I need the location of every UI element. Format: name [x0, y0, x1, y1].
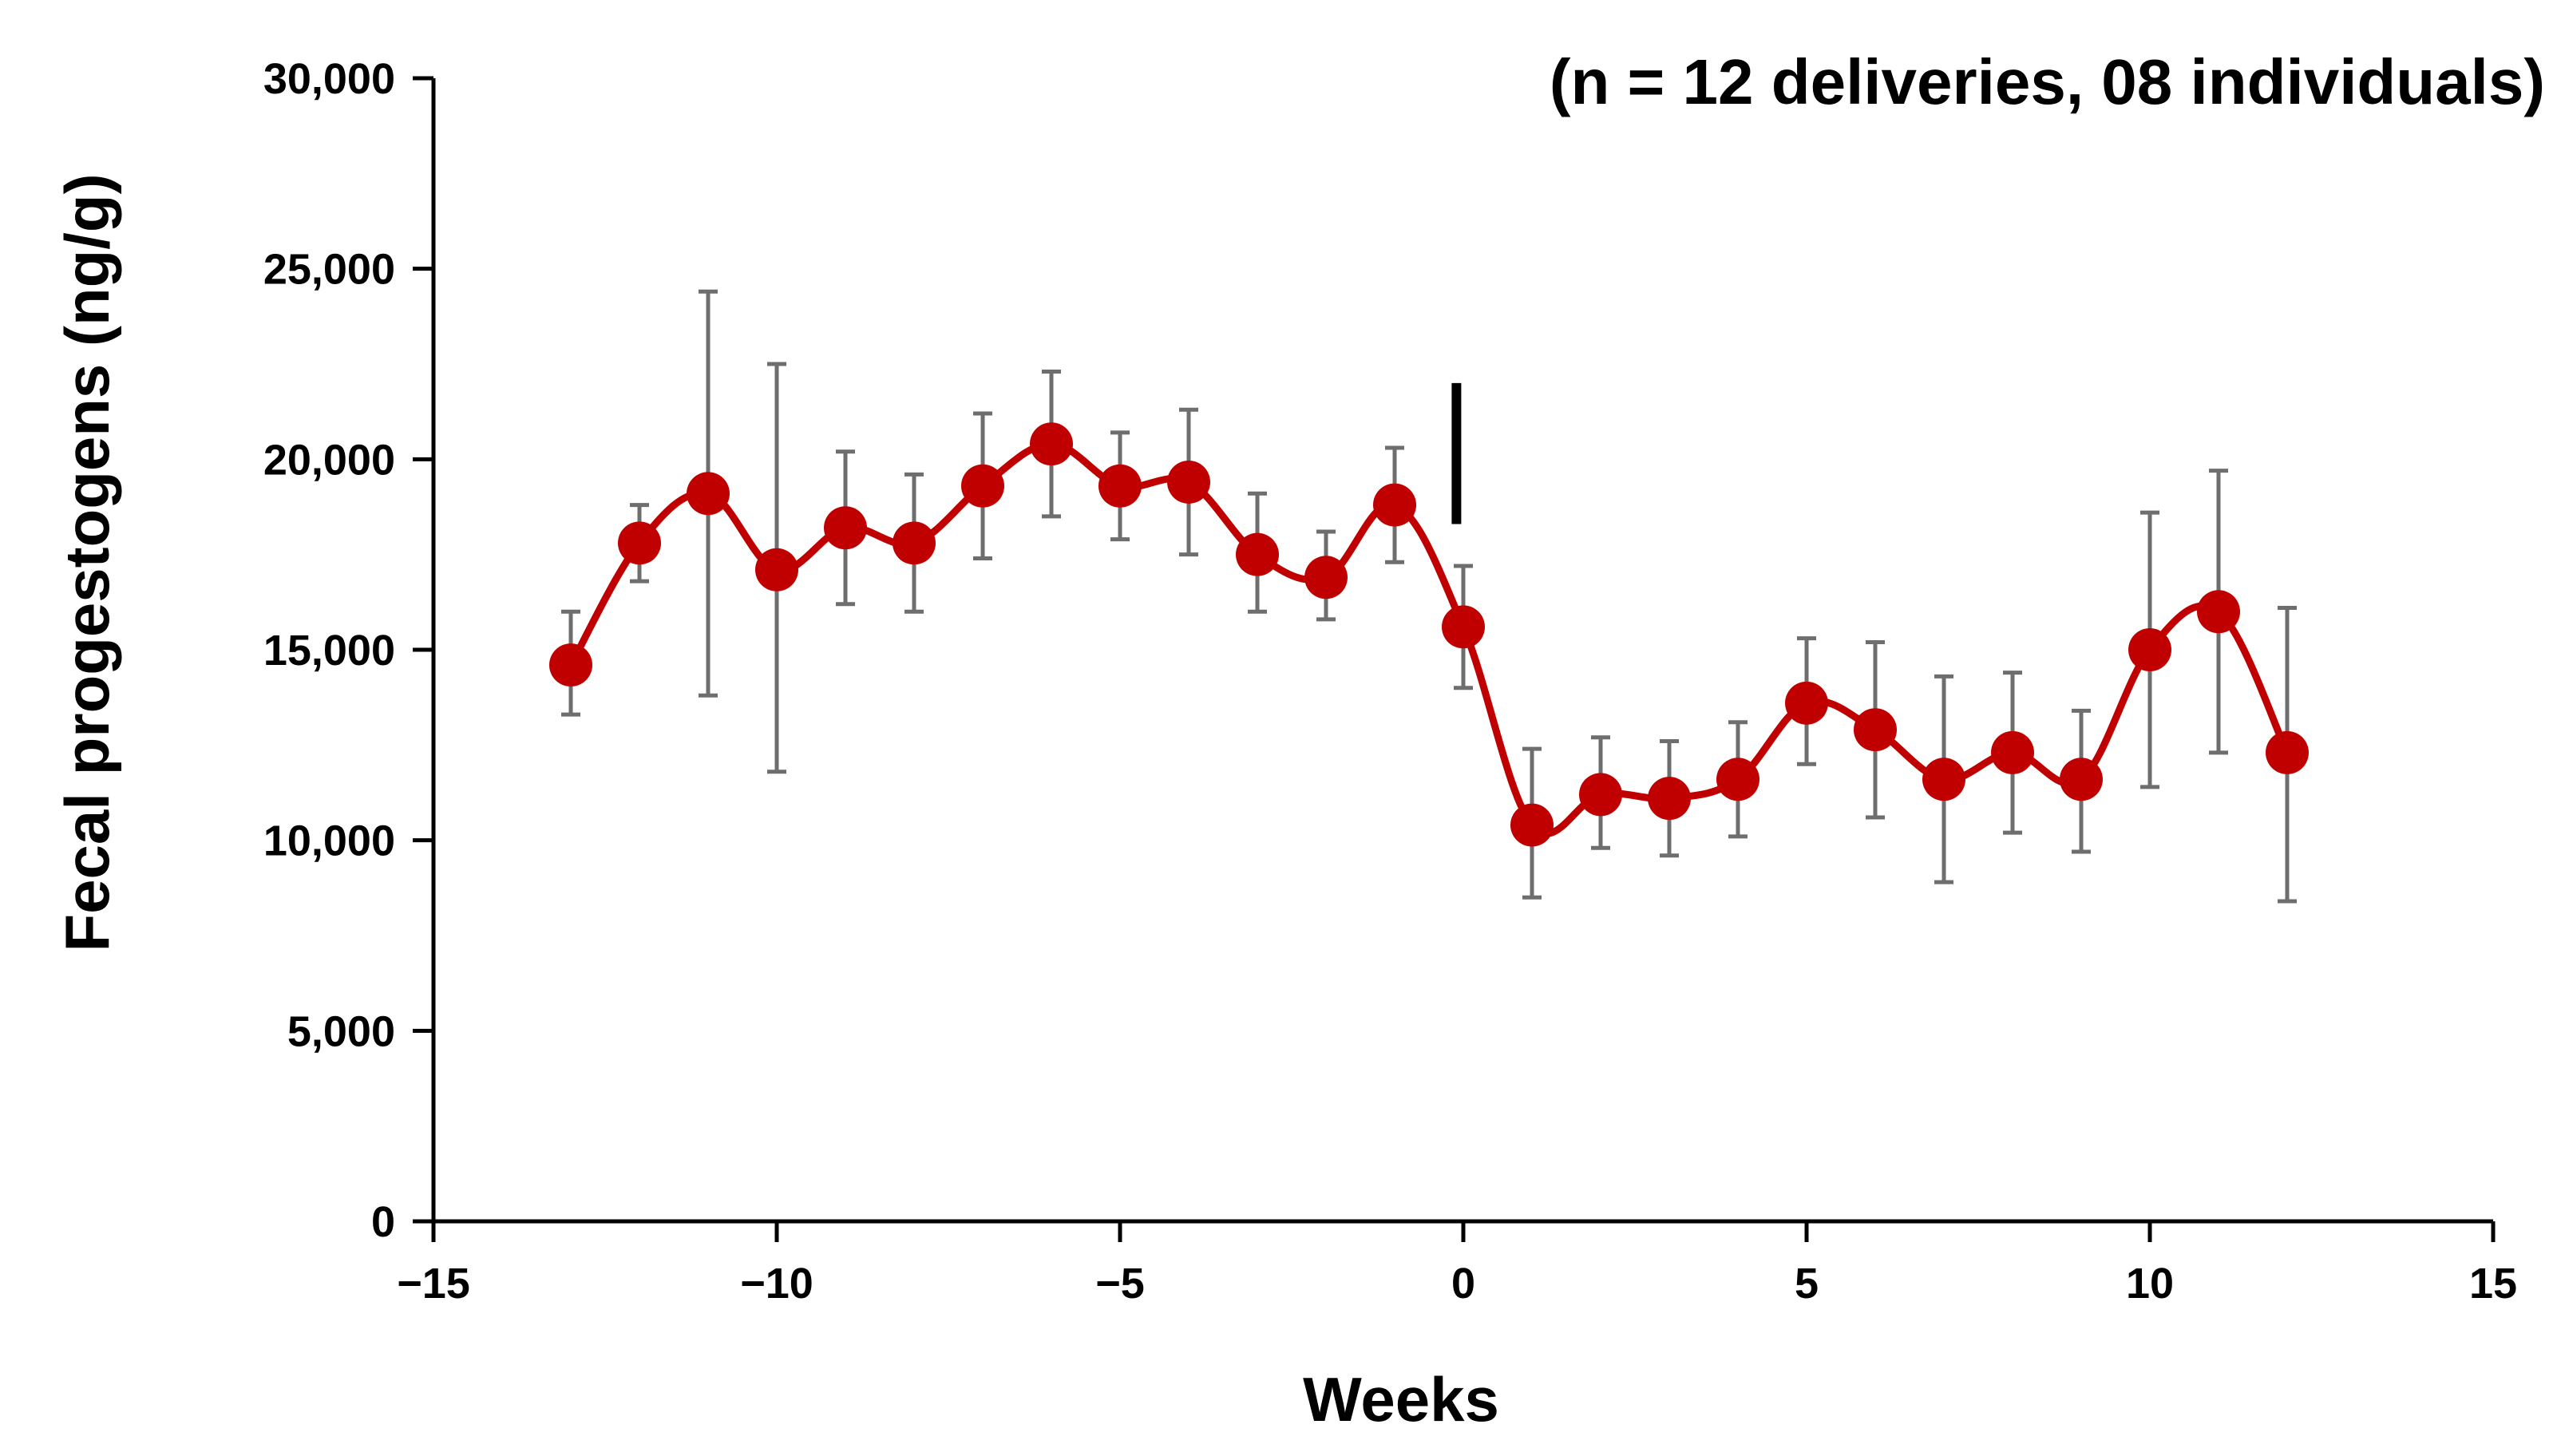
- data-point: [549, 643, 592, 687]
- data-point: [1785, 681, 1828, 725]
- data-point: [2266, 730, 2309, 774]
- y-tick-label: 10,000: [263, 817, 395, 865]
- y-tick-label: 25,000: [263, 246, 395, 294]
- y-tick-label: 30,000: [263, 55, 395, 103]
- y-tick-label: 0: [371, 1198, 395, 1246]
- data-point: [1373, 483, 1416, 527]
- data-point: [1236, 532, 1279, 576]
- y-axis-title: Fecal progestogens (ng/g): [52, 173, 122, 952]
- data-point: [2128, 628, 2171, 671]
- y-tick-label: 5,000: [287, 1007, 395, 1055]
- y-tick-label: 15,000: [263, 627, 395, 675]
- data-point: [1922, 758, 1965, 801]
- data-points: [549, 422, 2309, 847]
- data-point: [1098, 464, 1142, 508]
- data-point: [2060, 758, 2103, 801]
- data-point: [687, 472, 730, 516]
- data-point: [824, 506, 867, 550]
- x-tick-label: −15: [397, 1260, 470, 1308]
- data-point: [1442, 605, 1485, 649]
- data-point: [1854, 708, 1897, 752]
- series-line-group: [568, 440, 2291, 837]
- data-point: [1579, 773, 1622, 817]
- data-point: [961, 464, 1004, 508]
- data-point: [1304, 556, 1348, 599]
- x-tick-label: 5: [1795, 1260, 1819, 1308]
- x-tick-label: 15: [2469, 1260, 2517, 1308]
- sample-size-annotation: (n = 12 deliveries, 08 individuals): [1550, 46, 2545, 117]
- data-point: [1167, 460, 1210, 504]
- y-tick-label: 20,000: [263, 436, 395, 484]
- data-point: [755, 548, 798, 592]
- data-point: [2197, 590, 2240, 634]
- error-bars: [561, 289, 2297, 904]
- series-line: [568, 440, 2291, 837]
- axes: 0 5,000 10,000 15,000 20,000 25,000 30,000 −15 −…: [263, 55, 2517, 1308]
- x-tick-label: −10: [740, 1260, 813, 1308]
- data-point: [1991, 730, 2034, 774]
- x-tick-label: −5: [1095, 1260, 1145, 1308]
- x-tick-label: 0: [1451, 1260, 1475, 1308]
- data-point: [1030, 422, 1073, 466]
- data-point: [1716, 758, 1759, 801]
- x-tick-label: 10: [2126, 1260, 2174, 1308]
- data-point: [618, 521, 661, 565]
- data-point: [1648, 777, 1691, 821]
- x-axis-title: Weeks: [1303, 1364, 1499, 1434]
- data-point: [1510, 803, 1554, 847]
- data-point: [893, 521, 936, 565]
